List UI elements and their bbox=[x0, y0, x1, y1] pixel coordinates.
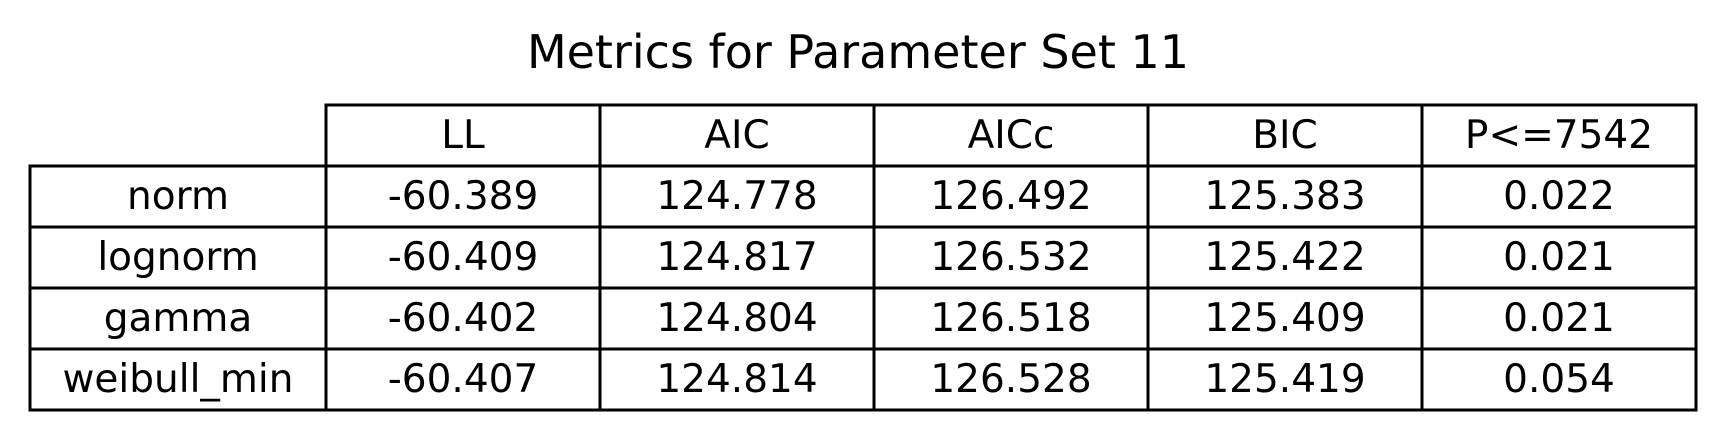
row-label: weibull_min bbox=[63, 357, 294, 402]
table-cell: 0.021 bbox=[1503, 296, 1615, 341]
column-header: LL bbox=[441, 113, 485, 158]
column-header: AIC bbox=[704, 113, 769, 158]
table-cell: 0.022 bbox=[1503, 174, 1615, 219]
row-label: gamma bbox=[104, 296, 253, 341]
table-cell: 0.054 bbox=[1503, 357, 1615, 402]
table-cell: 126.528 bbox=[930, 357, 1091, 402]
table-cell: 124.778 bbox=[656, 174, 817, 219]
table-cell: 125.409 bbox=[1204, 296, 1365, 341]
table-cell: 125.422 bbox=[1204, 235, 1365, 280]
column-header: AICc bbox=[968, 113, 1055, 158]
table-cell: 125.383 bbox=[1204, 174, 1365, 219]
table-title: Metrics for Parameter Set 11 bbox=[526, 25, 1190, 79]
row-label: lognorm bbox=[97, 235, 258, 280]
column-header: BIC bbox=[1252, 113, 1318, 158]
table-cell: 124.804 bbox=[656, 296, 817, 341]
table-cell: 125.419 bbox=[1204, 357, 1365, 402]
table-cell: -60.402 bbox=[388, 296, 539, 341]
table-grid bbox=[28, 103, 1698, 412]
table-cell: 124.817 bbox=[656, 235, 817, 280]
table-cells: LL AIC AICc BIC P<=7542 norm -60.389 124.778 126… bbox=[63, 113, 1654, 402]
table-cell: 126.532 bbox=[930, 235, 1091, 280]
table-cell: 126.492 bbox=[930, 174, 1091, 219]
table-cell: 0.021 bbox=[1503, 235, 1615, 280]
table-cell: -60.409 bbox=[388, 235, 539, 280]
row-label: norm bbox=[127, 174, 229, 219]
table-cell: -60.407 bbox=[388, 357, 539, 402]
table-cell: 126.518 bbox=[930, 296, 1091, 341]
table-cell: -60.389 bbox=[388, 174, 539, 219]
table-cell: 124.814 bbox=[656, 357, 817, 402]
column-header: P<=7542 bbox=[1465, 113, 1653, 158]
